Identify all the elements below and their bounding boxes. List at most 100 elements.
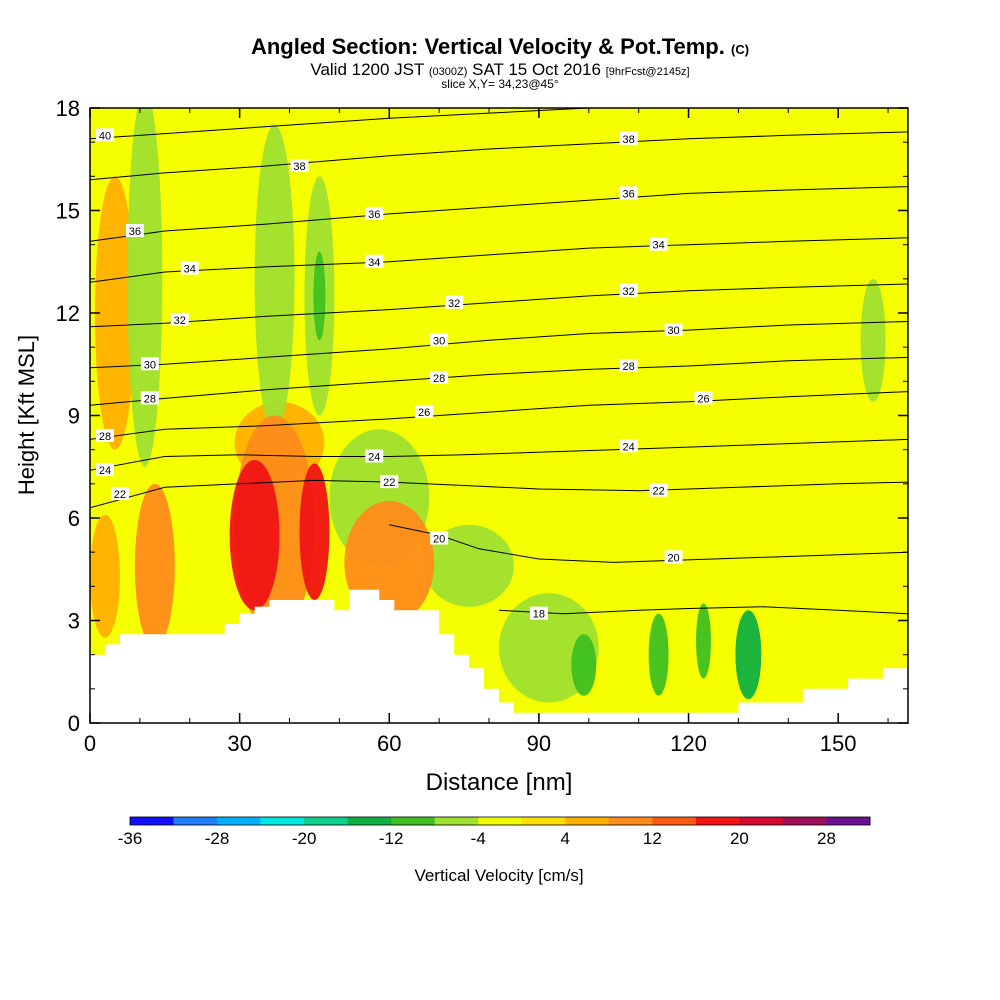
contour-label: 20: [664, 550, 683, 564]
isentrope-24: [90, 438, 908, 471]
contour-label: 22: [110, 487, 129, 501]
velocity-cell: [860, 278, 886, 402]
velocity-cell: [134, 483, 175, 648]
contour-label-text: 24: [623, 441, 635, 453]
velocity-cell: [229, 459, 280, 611]
contour-label: 32: [619, 283, 638, 298]
contour-label: 28: [619, 358, 638, 373]
contour-label-text: 20: [667, 552, 679, 564]
colorbar-label: Vertical Velocity [cm/s]: [414, 866, 583, 885]
contour-label-text: 34: [652, 240, 664, 252]
contour-label-text: 30: [667, 325, 679, 337]
contour-label: 36: [365, 206, 384, 221]
colorbar-tick-label: -28: [205, 829, 230, 848]
velocity-features: [90, 108, 886, 703]
contour-label: 26: [694, 391, 713, 405]
contour-label-text: 18: [533, 609, 545, 621]
velocity-cell: [735, 610, 762, 700]
colorbar-swatch: [391, 817, 436, 825]
contour-label-text: 28: [99, 431, 111, 443]
colorbar-swatch: [173, 817, 218, 825]
contour-label-text: 28: [623, 361, 635, 373]
x-tick-label: 30: [227, 731, 251, 756]
terrain: [90, 589, 908, 723]
contour-label: 30: [664, 323, 683, 337]
contour-label: 36: [125, 224, 144, 238]
isentrope-40: [90, 108, 604, 140]
contour-label-text: 38: [623, 134, 635, 146]
colorbar-tick-label: -4: [471, 829, 486, 848]
contour-label: 34: [365, 254, 384, 269]
velocity-cell: [127, 108, 163, 467]
contour-label-text: 24: [368, 452, 380, 464]
velocity-cell: [424, 524, 514, 607]
colorbar-swatch: [739, 817, 784, 825]
isentrope-18: [498, 606, 908, 615]
contour-label: 24: [365, 449, 384, 464]
colorbar-swatch: [608, 817, 653, 825]
colorbar-swatch: [260, 817, 305, 825]
contour-label: 34: [180, 261, 199, 276]
contour-label: 28: [95, 429, 114, 443]
contour-label-text: 32: [448, 298, 460, 310]
contour-label-text: 26: [418, 407, 430, 419]
colorbar-swatch: [521, 817, 566, 825]
contour-label: 32: [445, 295, 464, 310]
contour-label-text: 36: [368, 209, 380, 221]
contour-label: 40: [95, 128, 114, 142]
colorbar-swatch: [478, 817, 523, 825]
contour-label-text: 22: [652, 486, 664, 498]
velocity-cell: [254, 125, 295, 433]
velocity-field: [90, 108, 908, 723]
isentrope-22: [90, 479, 908, 509]
y-tick-label: 12: [56, 301, 80, 326]
contour-label-text: 38: [293, 161, 305, 173]
velocity-cell: [90, 514, 120, 638]
contour-label: 20: [430, 531, 449, 546]
isentrope-36: [90, 186, 908, 242]
slice-info: slice X,Y= 34,23@45°: [441, 77, 559, 91]
contour-label-text: 28: [433, 373, 445, 385]
y-tick-label: 15: [56, 199, 80, 224]
contour-labels: 40 38 38 36 36 36 34 34 34 32 32 32 30 30 30 28 28 28 28 26…: [95, 128, 713, 621]
contour-label-text: 26: [697, 393, 709, 405]
colorbar-tick-label: 12: [643, 829, 662, 848]
contour-label: 38: [619, 131, 638, 146]
colorbar-tick-label: 4: [561, 829, 570, 848]
terrain-profile: [90, 589, 908, 723]
contour-label-text: 22: [114, 489, 126, 501]
colorbar-swatch: [652, 817, 697, 825]
contour-label-text: 36: [129, 226, 141, 238]
y-tick-label: 6: [68, 506, 80, 531]
velocity-cell: [571, 634, 597, 696]
field-background: [90, 108, 908, 723]
chart-title: Angled Section: Vertical Velocity & Pot.…: [250, 34, 750, 59]
colorbar-tick-label: 28: [817, 829, 836, 848]
x-tick-label: 120: [670, 731, 707, 756]
contour-label: 30: [430, 333, 449, 347]
contour-label: 22: [649, 483, 668, 498]
x-tick-label: 60: [377, 731, 401, 756]
contour-label-text: 22: [383, 477, 395, 489]
isentrope-38: [90, 131, 908, 181]
contour-label-text: 32: [623, 286, 635, 298]
colorbar-swatch: [695, 817, 740, 825]
y-axis-label: Height [Kft MSL]: [14, 335, 39, 495]
isentrope-32: [90, 283, 908, 328]
colorbar-tick-label: -20: [292, 829, 317, 848]
contour-label: 32: [170, 312, 189, 327]
contour-label: 26: [415, 405, 434, 419]
colorbar-tick-label: 20: [730, 829, 749, 848]
colorbar-frame: [129, 816, 871, 826]
colorbar-swatch: [217, 817, 262, 825]
contour-label: 34: [649, 237, 668, 252]
contour-label-text: 30: [144, 359, 156, 371]
colorbar-swatch: [434, 817, 479, 825]
contour-label: 24: [619, 439, 638, 453]
contour-label-text: 34: [184, 264, 196, 276]
contour-label: 38: [290, 159, 309, 173]
colorbar-swatch: [347, 817, 392, 825]
velocity-cell: [299, 463, 330, 600]
contour-label-text: 20: [433, 534, 445, 546]
